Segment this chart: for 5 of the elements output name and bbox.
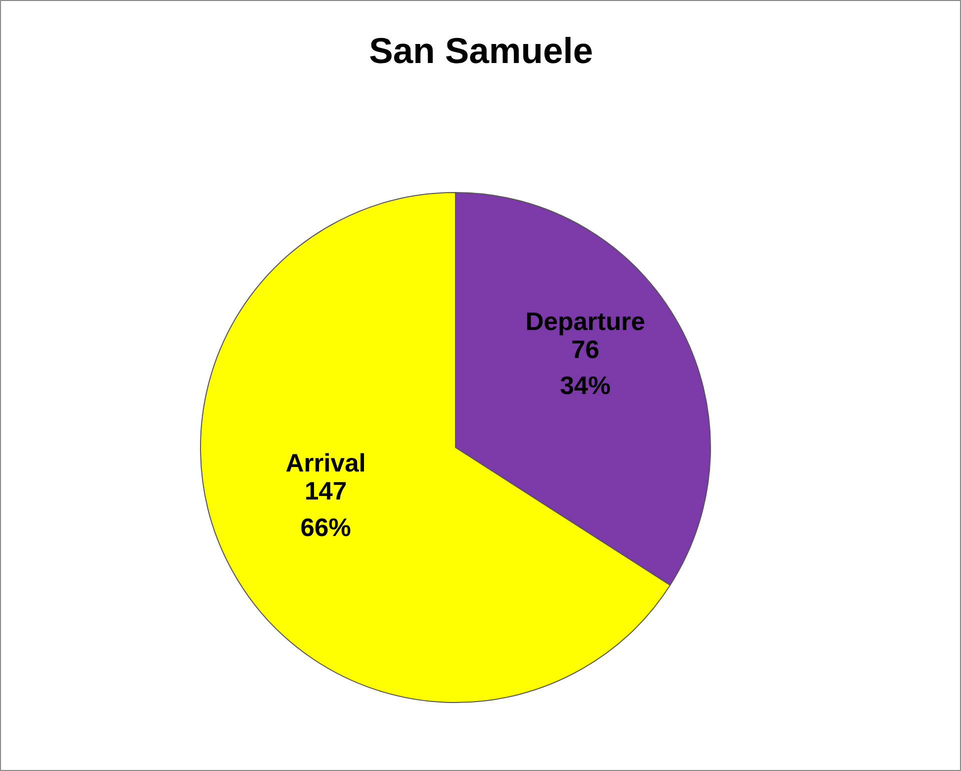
slice-label: Arrival — [286, 450, 366, 478]
data-label: 76 34% — [560, 336, 611, 400]
chart-title: San Samuele — [368, 30, 594, 71]
slice-label: Departure — [525, 308, 646, 336]
data-label: 147 66% — [300, 478, 352, 542]
